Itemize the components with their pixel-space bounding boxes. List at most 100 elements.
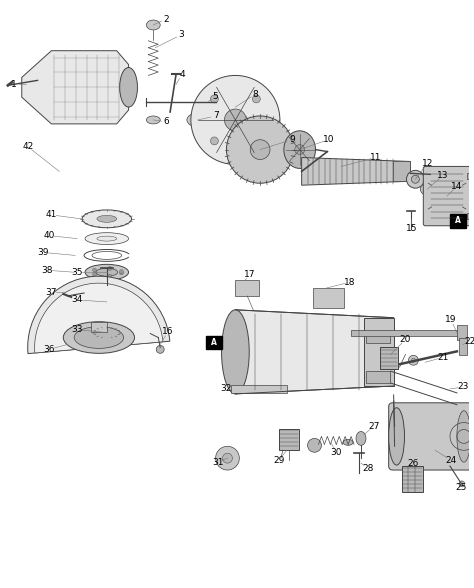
Text: 25: 25: [455, 483, 466, 492]
Bar: [91, 322, 107, 332]
Text: 31: 31: [212, 457, 223, 467]
Bar: [236, 280, 259, 296]
Ellipse shape: [97, 236, 117, 241]
Bar: [206, 336, 221, 349]
Circle shape: [92, 268, 97, 272]
Circle shape: [216, 446, 239, 470]
Text: 28: 28: [362, 463, 374, 473]
Wedge shape: [35, 283, 163, 353]
Ellipse shape: [227, 116, 294, 183]
Circle shape: [295, 145, 305, 155]
Ellipse shape: [102, 296, 112, 300]
Bar: [279, 429, 299, 450]
Text: 23: 23: [457, 382, 468, 392]
Ellipse shape: [93, 328, 121, 338]
Bar: [467, 173, 474, 179]
Ellipse shape: [146, 116, 160, 124]
Text: 22: 22: [464, 337, 474, 346]
Text: 13: 13: [438, 171, 449, 180]
Ellipse shape: [191, 75, 280, 165]
Text: 35: 35: [72, 268, 83, 277]
Circle shape: [119, 269, 123, 273]
Polygon shape: [22, 51, 128, 124]
Text: 19: 19: [445, 315, 457, 324]
Text: 4: 4: [179, 70, 185, 79]
Ellipse shape: [225, 109, 246, 131]
Bar: [380, 348, 398, 369]
Bar: [231, 385, 287, 393]
FancyBboxPatch shape: [423, 166, 471, 226]
Text: 6: 6: [163, 118, 169, 126]
Ellipse shape: [424, 187, 430, 192]
Text: 26: 26: [408, 459, 419, 467]
Ellipse shape: [74, 327, 124, 349]
Ellipse shape: [95, 292, 118, 304]
Bar: [366, 332, 390, 343]
Text: 12: 12: [421, 159, 433, 168]
Ellipse shape: [89, 285, 125, 299]
Circle shape: [210, 95, 219, 103]
Ellipse shape: [407, 171, 424, 188]
Text: 33: 33: [72, 325, 83, 334]
Text: 17: 17: [244, 270, 255, 279]
Text: 10: 10: [323, 135, 334, 144]
Text: 16: 16: [163, 327, 174, 336]
Text: 11: 11: [370, 153, 382, 162]
Ellipse shape: [411, 175, 419, 183]
Text: 40: 40: [44, 231, 55, 240]
Ellipse shape: [411, 358, 415, 362]
Ellipse shape: [119, 68, 137, 107]
Text: 36: 36: [44, 345, 55, 354]
Ellipse shape: [85, 233, 128, 245]
Ellipse shape: [409, 355, 419, 365]
Ellipse shape: [284, 131, 316, 168]
Text: 42: 42: [22, 142, 33, 151]
Ellipse shape: [101, 316, 113, 320]
Ellipse shape: [193, 117, 203, 123]
FancyBboxPatch shape: [389, 403, 472, 470]
Text: 38: 38: [42, 266, 53, 275]
Bar: [312, 288, 344, 308]
Text: A: A: [210, 338, 217, 347]
Bar: [459, 338, 467, 355]
Text: 27: 27: [368, 422, 380, 431]
Text: 41: 41: [46, 211, 57, 219]
Bar: [457, 325, 467, 340]
Text: A: A: [455, 216, 461, 225]
Text: 3: 3: [178, 31, 184, 39]
Circle shape: [119, 271, 123, 275]
Circle shape: [222, 453, 232, 463]
Text: 7: 7: [213, 112, 219, 121]
Wedge shape: [27, 276, 170, 353]
Circle shape: [92, 272, 97, 276]
Polygon shape: [236, 310, 393, 394]
Circle shape: [253, 137, 260, 145]
Bar: [450, 214, 466, 228]
Text: 37: 37: [46, 288, 57, 296]
Text: 21: 21: [438, 353, 449, 362]
Ellipse shape: [85, 265, 128, 280]
Text: 15: 15: [406, 224, 417, 233]
Text: 5: 5: [213, 92, 219, 101]
Text: 1: 1: [11, 80, 17, 89]
Ellipse shape: [356, 432, 366, 445]
Circle shape: [156, 345, 164, 353]
Ellipse shape: [82, 210, 132, 228]
Text: 9: 9: [289, 135, 295, 144]
Text: 30: 30: [330, 447, 342, 457]
Ellipse shape: [92, 313, 122, 323]
Ellipse shape: [389, 407, 404, 465]
Text: 20: 20: [400, 335, 411, 344]
Ellipse shape: [79, 281, 135, 303]
Bar: [364, 318, 393, 386]
Ellipse shape: [250, 140, 270, 159]
Ellipse shape: [99, 289, 115, 295]
Circle shape: [459, 481, 465, 487]
Ellipse shape: [64, 322, 135, 353]
Circle shape: [308, 439, 321, 452]
Ellipse shape: [96, 268, 118, 276]
Text: 14: 14: [451, 182, 463, 191]
Circle shape: [253, 95, 260, 103]
Bar: [392, 162, 410, 181]
Ellipse shape: [221, 310, 249, 394]
